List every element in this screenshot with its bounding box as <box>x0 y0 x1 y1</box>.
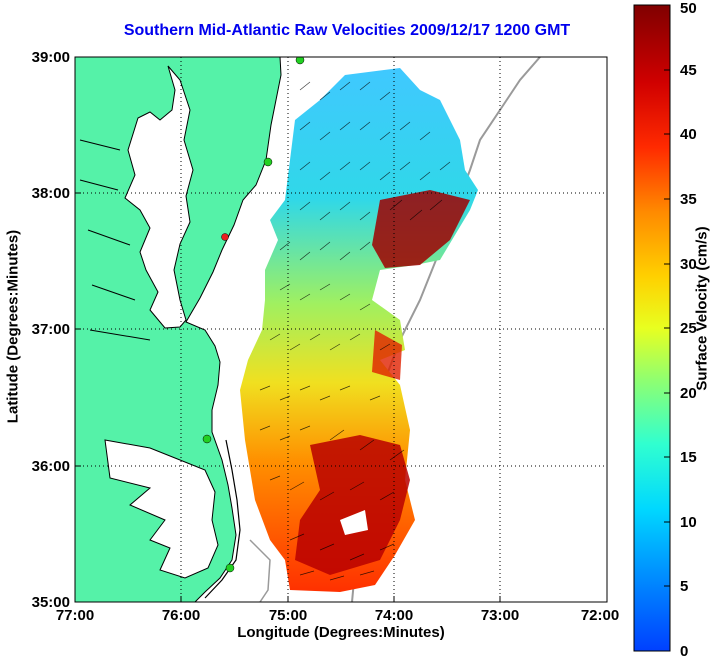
x-tick-label: 74:00 <box>375 607 413 624</box>
station-marker <box>202 434 212 444</box>
map-title: Southern Mid-Atlantic Raw Velocities 200… <box>123 22 571 39</box>
colorbar-tick: 30 <box>680 256 697 273</box>
x-tick-label: 72:00 <box>581 607 619 624</box>
x-tick-label: 76:00 <box>162 607 200 624</box>
grid-lines <box>75 57 607 602</box>
colorbar-tick: 0 <box>680 643 688 659</box>
y-tick-label: 36:00 <box>32 458 70 475</box>
x-tick-label: 77:00 <box>56 607 94 624</box>
pamlico-sound <box>104 439 219 579</box>
y-tick-label: 37:00 <box>32 321 70 338</box>
colorbar-tick: 25 <box>680 320 697 337</box>
colorbar-label: Surface Velocity (cm/s) <box>693 226 711 391</box>
colorbar-tick: 50 <box>680 0 697 17</box>
colorbar-tick: 45 <box>680 62 697 79</box>
high-velocity-zone <box>372 190 470 268</box>
station-marker <box>263 157 273 167</box>
colorbar-tick: 15 <box>680 449 697 466</box>
x-axis-label: Longitude (Degrees:Minutes) <box>237 624 445 641</box>
colorbar-tick: 10 <box>680 514 697 531</box>
y-axis-label: Latitude (Degrees:Minutes) <box>4 229 22 424</box>
colorbar-tick: 20 <box>680 385 697 402</box>
chesapeake-bay <box>124 65 194 329</box>
y-tick-label: 38:00 <box>32 185 70 202</box>
colorbar-tick: 5 <box>680 578 688 595</box>
station-marker <box>225 563 235 573</box>
colorbar-tick: 35 <box>680 191 697 208</box>
y-tick-label: 35:00 <box>32 594 70 611</box>
station-marker <box>221 233 229 241</box>
colorbar-tick: 40 <box>680 126 697 143</box>
x-tick-label: 75:00 <box>269 607 307 624</box>
velocity-vectors <box>259 81 451 581</box>
y-tick-label: 39:00 <box>32 49 70 66</box>
x-tick-label: 73:00 <box>481 607 519 624</box>
station-marker <box>295 57 305 65</box>
